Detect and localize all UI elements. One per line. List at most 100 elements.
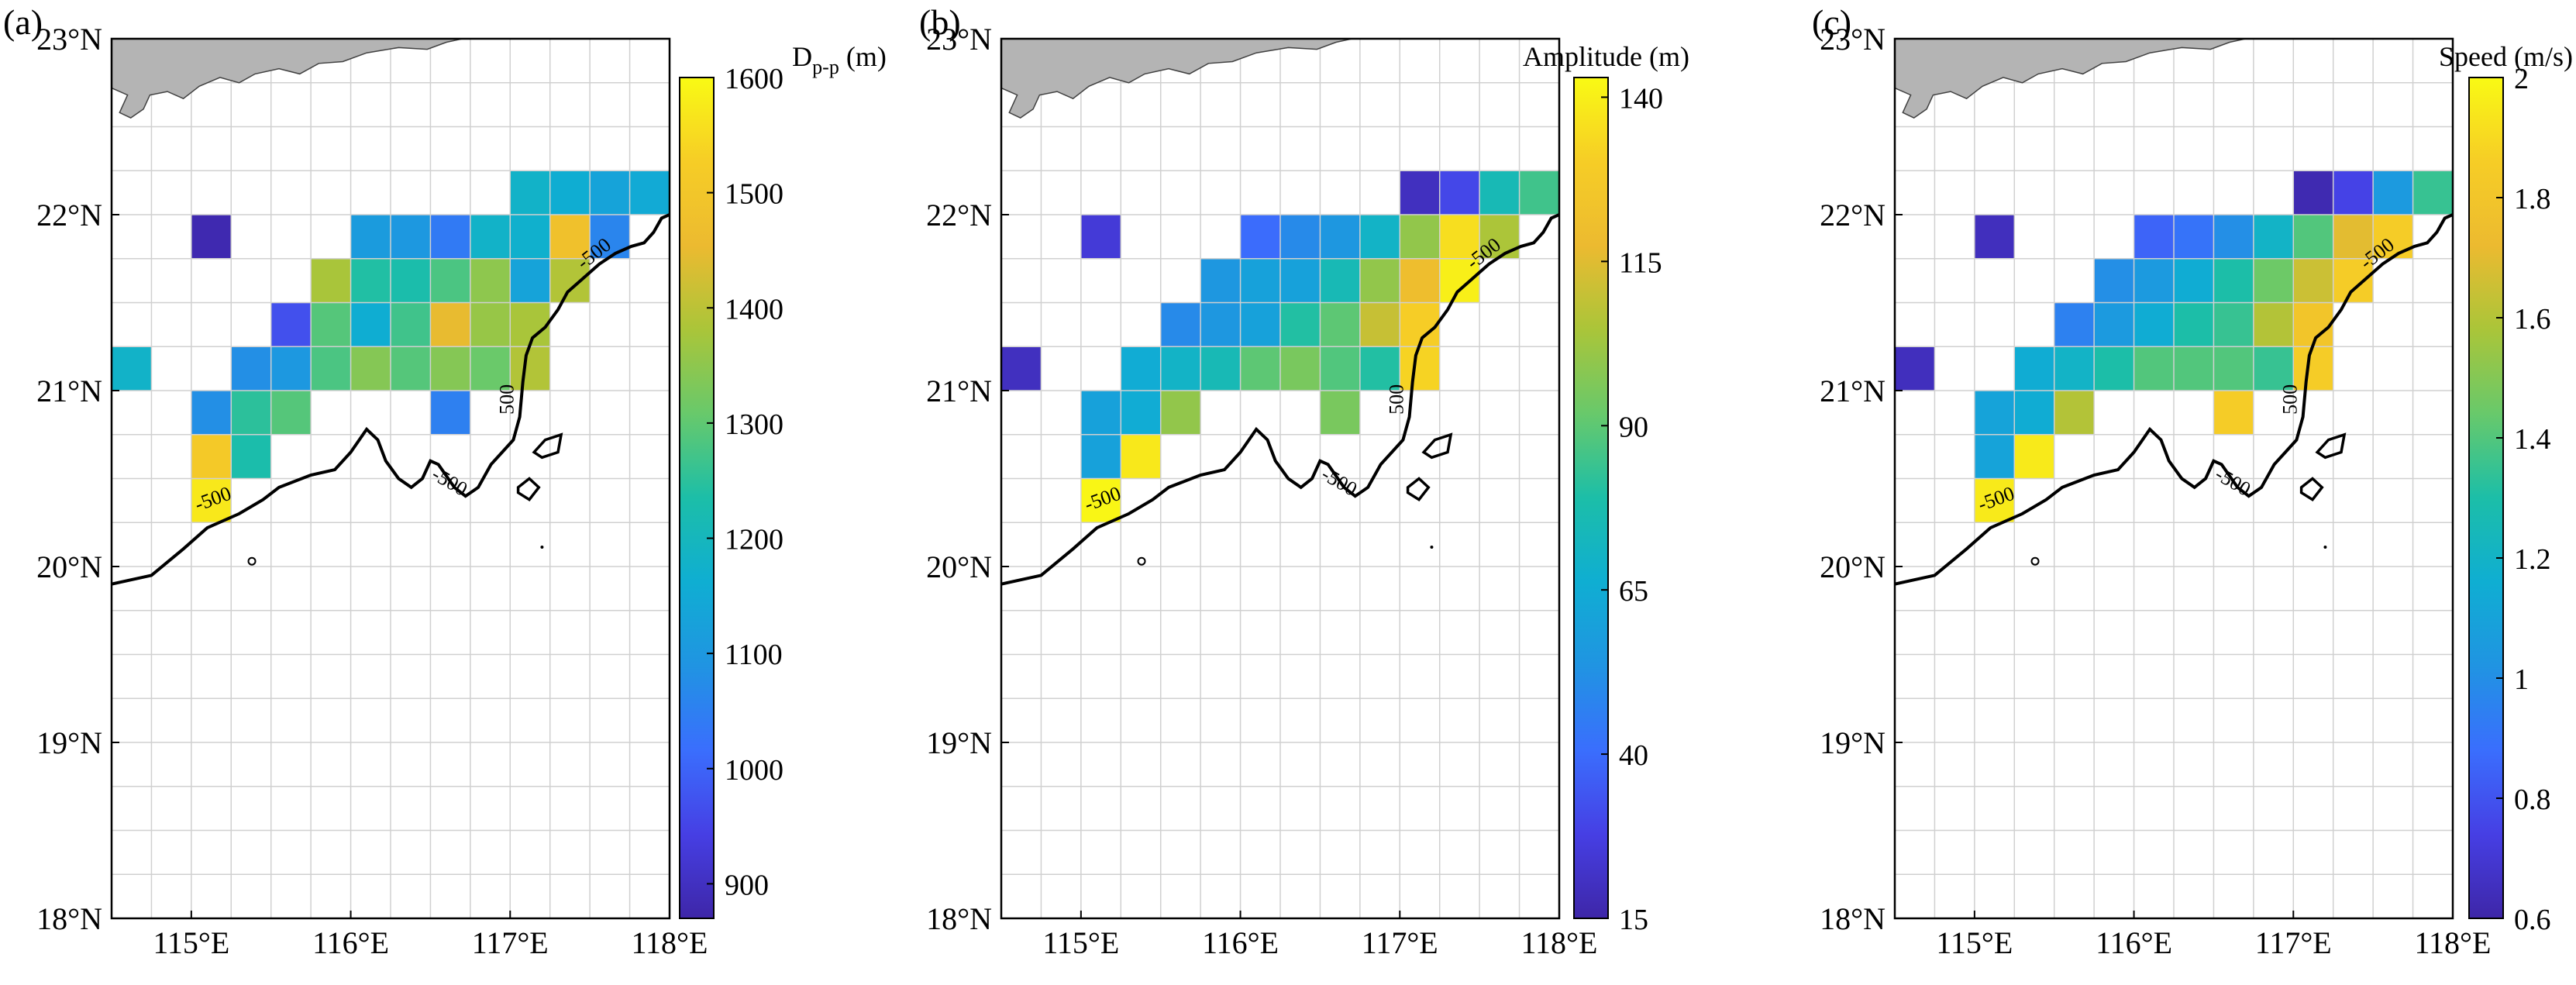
panel-label: (c) <box>1812 2 1851 42</box>
heatmap-cell <box>112 346 151 391</box>
heatmap-cell <box>391 259 430 303</box>
heatmap-cell <box>2174 259 2213 303</box>
heatmap-cell <box>391 215 430 259</box>
heatmap-cell <box>191 215 231 259</box>
colorbar-tick-label: 1.8 <box>2514 183 2551 215</box>
grid-lines <box>112 39 670 918</box>
heatmap-cell <box>311 303 350 347</box>
heatmap-cell <box>1360 259 1400 303</box>
heatmap-cell <box>2373 170 2412 215</box>
heatmap-cell <box>1520 170 1559 215</box>
heatmap-cell <box>1081 391 1121 435</box>
x-tick-label: 118°E <box>632 925 708 960</box>
heatmap-cell <box>2293 215 2333 259</box>
heatmap-cell <box>2054 346 2094 391</box>
heatmap-cell <box>2254 215 2293 259</box>
heatmap-cell <box>1161 346 1200 391</box>
x-tick-label: 117°E <box>2255 925 2332 960</box>
heatmap-cell <box>1320 259 1359 303</box>
heatmap-cell <box>470 215 510 259</box>
heatmap-cell <box>1400 259 1439 303</box>
heatmap-cell <box>1200 259 1240 303</box>
heatmap-cell <box>630 170 670 215</box>
heatmap-cell <box>1241 346 1280 391</box>
colorbar-tick-label: 115 <box>1619 246 1662 279</box>
heatmap-cell <box>2254 346 2293 391</box>
y-tick-label: 20°N <box>926 549 992 584</box>
heatmap-cell <box>1320 215 1359 259</box>
x-tick-label: 115°E <box>1042 925 1119 960</box>
heatmap-cell <box>2014 346 2054 391</box>
heatmap-cell <box>510 170 549 215</box>
heatmap-cell <box>351 215 391 259</box>
heatmap-cell <box>1975 435 2014 479</box>
colorbar-gradient <box>1574 77 1608 918</box>
heatmap-cell <box>1161 303 1200 347</box>
island-dot <box>1430 546 1433 549</box>
colorbar-tick-label: 900 <box>725 869 769 901</box>
y-tick-label: 22°N <box>1820 198 1886 232</box>
colorbar-tick-label: 140 <box>1619 82 1663 115</box>
colorbar-tick-label: 40 <box>1619 739 1648 772</box>
colorbar-tick-label: 1200 <box>725 524 783 556</box>
x-tick-label: 115°E <box>153 925 229 960</box>
heatmap-cell <box>470 303 510 347</box>
heatmap-cell <box>2213 346 2253 391</box>
colorbar: 9001000110012001300140015001600 <box>680 63 783 918</box>
heatmap-cell <box>510 215 549 259</box>
colorbar: 15406590115140 <box>1574 77 1663 936</box>
y-tick-label: 18°N <box>36 901 102 936</box>
heatmap-cell <box>1121 435 1160 479</box>
colorbar: 0.6 0.8 1 1.2 1.4 1.6 1.8 2 <box>2469 63 2551 936</box>
heatmap-cell <box>430 391 470 435</box>
heatmap-cell <box>1280 303 1320 347</box>
heatmap-cell <box>430 346 470 391</box>
y-tick-label: 19°N <box>36 725 102 760</box>
y-tick-label: 21°N <box>1820 374 1886 408</box>
heatmap-cell <box>2174 303 2213 347</box>
heatmap-cell <box>2094 259 2133 303</box>
heatmap-cell <box>1121 391 1160 435</box>
y-tick-label: 21°N <box>926 374 992 408</box>
heatmap-cell <box>2014 391 2054 435</box>
panel-label: (b) <box>919 2 961 42</box>
heatmap-cell <box>2014 435 2054 479</box>
heatmap-cell <box>2134 346 2174 391</box>
colorbar-tick-label: 1.2 <box>2514 543 2551 576</box>
y-tick-label: 20°N <box>1820 549 1886 584</box>
colorbar-gradient <box>680 77 714 918</box>
heatmap-cell <box>1280 346 1320 391</box>
colorbar-tick-label: 1300 <box>725 408 783 441</box>
heatmap-cell <box>2293 346 2333 391</box>
heatmap-cell <box>1479 170 1519 215</box>
heatmap-cell <box>391 346 430 391</box>
colorbar-tick-label: 1000 <box>725 754 783 787</box>
heatmap-cell <box>550 170 590 215</box>
colorbar-tick-label: 1500 <box>725 178 783 211</box>
heatmap-cell <box>351 303 391 347</box>
heatmap-cell <box>430 259 470 303</box>
heatmap-cell <box>191 391 231 435</box>
heatmap-cell <box>231 346 270 391</box>
y-tick-label: 19°N <box>926 725 992 760</box>
y-tick-label: 23°N <box>36 22 102 57</box>
x-tick-label: 118°E <box>1521 925 1598 960</box>
y-tick-label: 18°N <box>926 901 992 936</box>
colorbar-gradient <box>2469 77 2503 918</box>
heatmap-cell <box>271 303 311 347</box>
heatmap-cell <box>1081 215 1121 259</box>
heatmap-cell <box>470 346 510 391</box>
heatmap-cell <box>1895 346 1934 391</box>
heatmap-cell <box>2293 170 2333 215</box>
contour-label: 500 <box>1385 384 1407 415</box>
heatmap-cell <box>1400 346 1439 391</box>
colorbar-tick-label: 90 <box>1619 411 1648 443</box>
colorbar-label: Dp-p (m) <box>792 41 887 78</box>
heatmap-cell <box>2293 259 2333 303</box>
heatmap-cell <box>1975 391 2014 435</box>
colorbar-tick-label: 0.6 <box>2514 904 2551 936</box>
heatmap-cell <box>2174 346 2213 391</box>
